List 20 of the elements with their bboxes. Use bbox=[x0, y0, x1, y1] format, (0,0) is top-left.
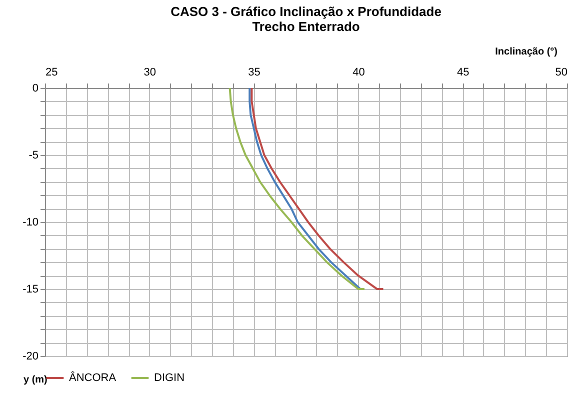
x-tick-label: 45 bbox=[456, 66, 470, 78]
x-tick-label: 35 bbox=[248, 66, 260, 78]
x-tick-label: 30 bbox=[144, 66, 156, 78]
y-tick-label: -15 bbox=[22, 284, 38, 296]
x-tick-label: 25 bbox=[46, 66, 58, 78]
y-tick-label: -5 bbox=[28, 150, 38, 162]
x-axis-title: Inclinação (°) bbox=[495, 46, 558, 58]
y-tick-label: -10 bbox=[22, 216, 38, 228]
chart-subtitle: Trecho Enterrado bbox=[252, 19, 360, 34]
legend-label: ÂNCORA bbox=[69, 371, 117, 384]
line-series bbox=[248, 87, 362, 290]
y-tick-label: -20 bbox=[22, 350, 38, 362]
line-series bbox=[228, 87, 366, 290]
x-tick-label: 40 bbox=[352, 66, 365, 78]
line-series bbox=[250, 87, 384, 290]
x-tick-label: 50 bbox=[555, 66, 568, 78]
y-tick-label: 0 bbox=[32, 82, 38, 94]
y-axis-title: y (m) bbox=[24, 374, 48, 386]
legend-label: DIGIN bbox=[154, 372, 185, 384]
chart-title: CASO 3 - Gráfico Inclinação x Profundidade bbox=[170, 4, 442, 19]
